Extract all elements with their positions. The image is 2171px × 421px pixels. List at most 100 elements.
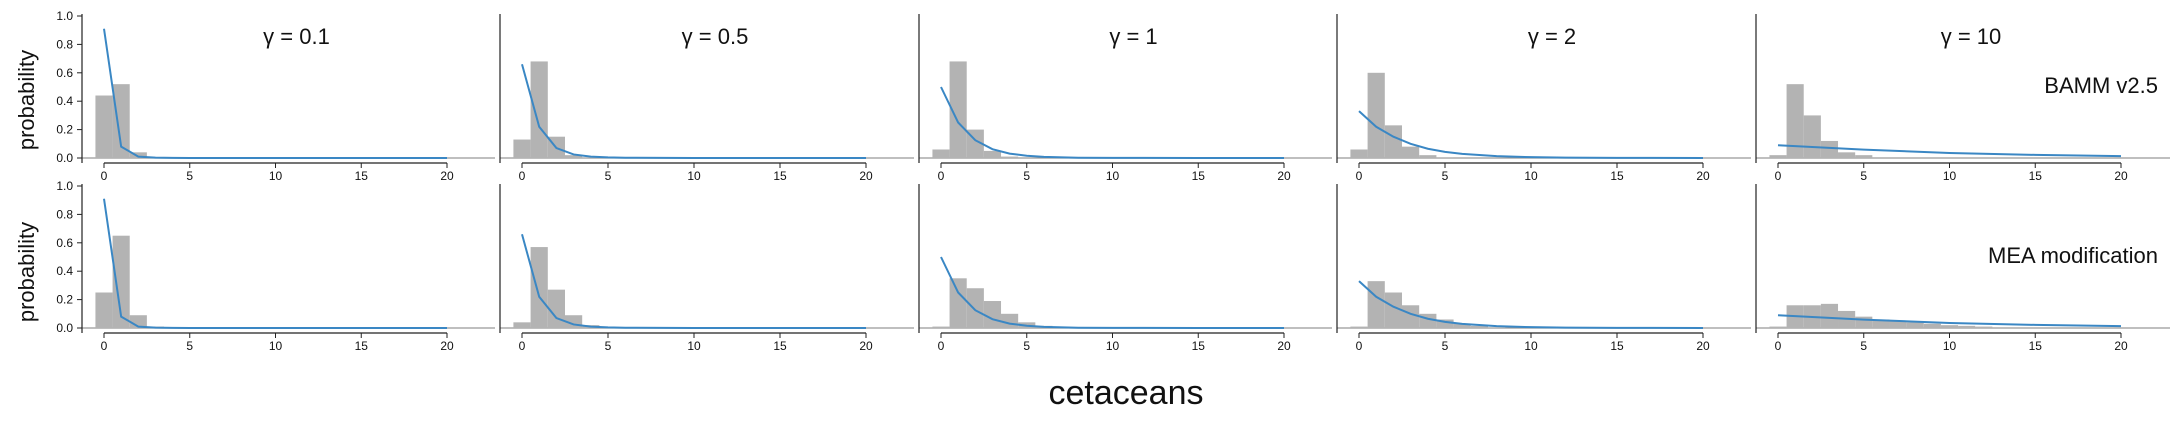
histogram-bar xyxy=(932,149,950,158)
x-tick-label: 20 xyxy=(440,339,454,353)
histogram-bar xyxy=(1367,281,1385,328)
panel-1-3: 0 5 10 15 20 γ = 1 xyxy=(918,14,1332,183)
x-tick-label: 0 xyxy=(519,169,526,183)
series-line xyxy=(103,198,447,329)
histogram-bar xyxy=(1820,140,1839,158)
y-tick-label: 1.0 xyxy=(56,9,73,23)
histogram-bar xyxy=(1872,319,1890,328)
x-tick-label: 20 xyxy=(859,339,873,353)
row-label-bamm: BAMM v2.5 xyxy=(2044,73,2158,98)
x-axis-title: cetaceans xyxy=(1049,374,1204,412)
x-tick-label: 10 xyxy=(1106,339,1120,353)
x-tick-label: 15 xyxy=(773,169,787,183)
x-tick-label: 20 xyxy=(440,169,454,183)
x-tick-label: 15 xyxy=(1192,169,1206,183)
histogram-bar xyxy=(530,61,548,158)
histogram-bar xyxy=(1001,156,1019,158)
panel-title: γ = 2 xyxy=(1528,24,1576,49)
x-tick-label: 5 xyxy=(186,169,193,183)
histogram-bar xyxy=(1436,319,1454,328)
histogram-bar xyxy=(1470,325,1488,328)
histogram-bar xyxy=(547,289,565,328)
x-tick-label: 20 xyxy=(2114,169,2128,183)
histogram-bar xyxy=(983,150,1002,158)
y-tick-label: 0.8 xyxy=(56,207,73,221)
x-tick-label: 0 xyxy=(938,339,945,353)
histogram-bar xyxy=(565,155,583,158)
y-axis-title-top: probability xyxy=(14,50,39,150)
histogram-bar xyxy=(1855,316,1873,328)
y-axis-title-bottom: probability xyxy=(14,222,39,322)
x-tick-label: 20 xyxy=(2114,339,2128,353)
y-tick-label: 1.0 xyxy=(56,179,73,193)
histogram-bar xyxy=(1906,322,1924,328)
histogram-bar xyxy=(1820,303,1839,328)
panel-title: γ = 10 xyxy=(1941,24,2002,49)
x-tick-label: 10 xyxy=(1943,169,1957,183)
histogram-bar xyxy=(1958,325,1976,328)
histogram-bar xyxy=(1855,155,1873,158)
panels: 0.0 0.2 0.4 0.6 0.8 1.0 0 5 10 15 20 γ = 0.1 0 5 10 15 2… xyxy=(56,9,2170,353)
x-tick-label: 10 xyxy=(687,339,701,353)
panel-2-4: 0 5 10 15 20 xyxy=(1336,184,1751,353)
y-tick-label: 0.2 xyxy=(56,123,73,137)
panel-1-1: 0.0 0.2 0.4 0.6 0.8 1.0 0 5 10 15 20 γ = 0.1 xyxy=(56,9,495,183)
series-line xyxy=(1777,314,2122,328)
y-tick-label: 0.6 xyxy=(56,66,73,80)
x-tick-label: 10 xyxy=(269,169,283,183)
x-tick-label: 10 xyxy=(1524,339,1538,353)
histogram-bar xyxy=(112,84,130,158)
x-tick-label: 5 xyxy=(186,339,193,353)
x-tick-label: 15 xyxy=(1610,339,1624,353)
y-tick-label: 0.6 xyxy=(56,236,73,250)
x-tick-label: 20 xyxy=(1277,339,1291,353)
x-tick-label: 20 xyxy=(1696,169,1710,183)
histogram-bar xyxy=(1803,115,1821,158)
histogram-bar xyxy=(582,157,600,158)
panel-title: γ = 0.5 xyxy=(682,24,749,49)
x-tick-label: 10 xyxy=(1106,169,1120,183)
y-tick-label: 0.0 xyxy=(56,321,73,335)
panel-2-5: 0 5 10 15 20 xyxy=(1755,184,2170,353)
x-tick-label: 0 xyxy=(519,339,526,353)
x-tick-label: 5 xyxy=(1442,339,1449,353)
histogram-bar xyxy=(129,152,147,158)
series-line xyxy=(521,64,866,159)
histogram-bar xyxy=(1419,313,1437,328)
x-tick-label: 0 xyxy=(1356,169,1363,183)
x-tick-label: 0 xyxy=(1775,339,1782,353)
histogram-bar xyxy=(1975,326,1993,328)
series-line xyxy=(1358,280,1704,329)
row-label-mea: MEA modification xyxy=(1988,243,2158,268)
panel-2-3: 0 5 10 15 20 xyxy=(918,184,1332,353)
x-tick-label: 10 xyxy=(1943,339,1957,353)
histogram-bar xyxy=(1786,84,1804,158)
y-tick-label: 0.0 xyxy=(56,151,73,165)
x-tick-label: 15 xyxy=(1610,169,1624,183)
histogram-bar xyxy=(513,139,531,158)
x-tick-label: 20 xyxy=(859,169,873,183)
series-line xyxy=(1777,144,2122,158)
histogram-bar xyxy=(1419,155,1437,158)
x-tick-label: 5 xyxy=(1023,169,1030,183)
y-tick-label: 0.4 xyxy=(56,264,73,278)
x-tick-label: 15 xyxy=(355,169,369,183)
histogram-bar xyxy=(949,278,967,328)
series-line xyxy=(1358,110,1704,159)
histogram-bar xyxy=(1402,146,1420,158)
x-tick-label: 10 xyxy=(269,339,283,353)
histogram-bar xyxy=(1923,323,1941,328)
x-tick-label: 0 xyxy=(101,339,108,353)
y-tick-label: 0.8 xyxy=(56,37,73,51)
x-tick-label: 5 xyxy=(1442,169,1449,183)
x-tick-label: 5 xyxy=(1860,339,1867,353)
histogram-bar xyxy=(1769,155,1787,158)
histogram-bar xyxy=(1838,152,1856,158)
series-line xyxy=(521,234,866,329)
histogram-bar xyxy=(932,326,950,328)
x-tick-label: 5 xyxy=(1023,339,1030,353)
panel-title: γ = 0.1 xyxy=(263,24,330,49)
panel-1-5: 0 5 10 15 20 γ = 10 xyxy=(1755,14,2170,183)
histogram-bar xyxy=(1367,72,1385,158)
